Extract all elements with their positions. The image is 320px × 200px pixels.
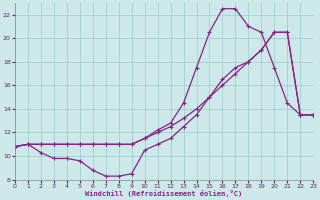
X-axis label: Windchill (Refroidissement éolien,°C): Windchill (Refroidissement éolien,°C) bbox=[85, 190, 243, 197]
